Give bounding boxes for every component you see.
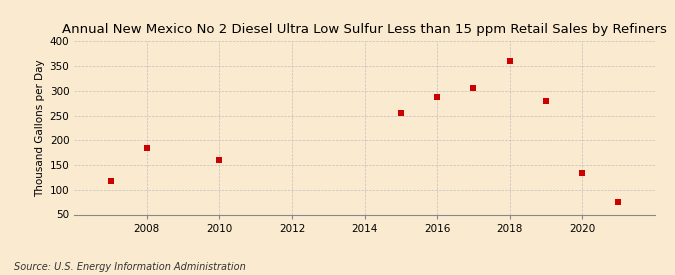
Point: [142, 145, 153, 150]
Point: [396, 111, 406, 115]
Point: [613, 200, 624, 204]
Point: [105, 179, 116, 183]
Point: [504, 59, 515, 63]
Text: Source: U.S. Energy Information Administration: Source: U.S. Energy Information Administ…: [14, 262, 245, 272]
Point: [576, 171, 587, 176]
Title: Annual New Mexico No 2 Diesel Ultra Low Sulfur Less than 15 ppm Retail Sales by : Annual New Mexico No 2 Diesel Ultra Low …: [62, 23, 667, 36]
Point: [432, 95, 443, 99]
Y-axis label: Thousand Gallons per Day: Thousand Gallons per Day: [36, 59, 45, 197]
Point: [541, 98, 551, 103]
Point: [214, 158, 225, 162]
Point: [468, 86, 479, 90]
